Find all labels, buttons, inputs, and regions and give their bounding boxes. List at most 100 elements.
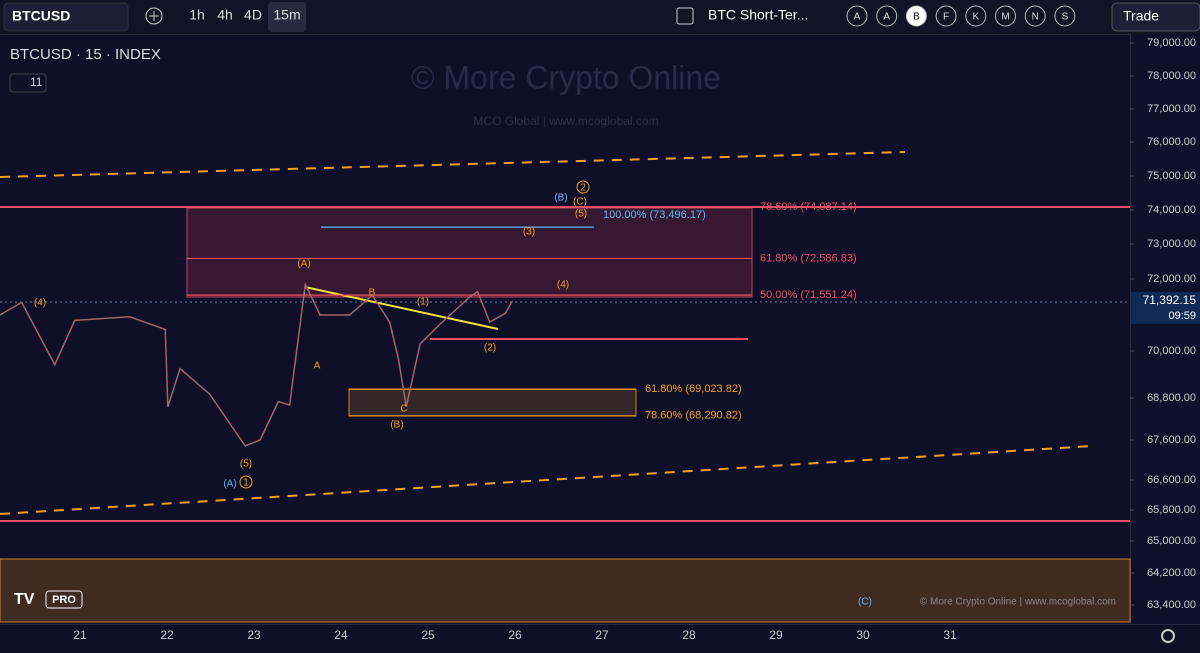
- fib-label: 78.60% (74,087.14): [760, 201, 857, 213]
- alert-badge[interactable]: [995, 5, 1016, 27]
- alert-badge[interactable]: [846, 5, 868, 27]
- symbol[interactable]: BTCUSD: [12, 8, 70, 24]
- trade-label[interactable]: Trade: [1123, 8, 1159, 24]
- price-label: 64,200.00: [1147, 567, 1196, 579]
- zone: [0, 558, 1131, 623]
- alert-badge[interactable]: [1054, 5, 1076, 27]
- current-price: 71,392.15: [1143, 293, 1197, 307]
- alert-label: A: [854, 12, 861, 23]
- support-box: [348, 388, 637, 417]
- fib-label: 50.00% (71,551.24): [760, 289, 857, 301]
- interval[interactable]: 15m: [273, 7, 300, 23]
- countdown: 09:59: [1168, 310, 1196, 322]
- toolbar: [0, 0, 1200, 34]
- triangle-line: [304, 286, 499, 330]
- layout-name[interactable]: BTC Short-Ter...: [708, 7, 808, 23]
- target-box: [186, 207, 753, 298]
- wave-label: (A): [223, 479, 236, 490]
- wave-label: (2): [484, 343, 496, 354]
- wave-label: C: [400, 404, 407, 415]
- price-label: 65,000.00: [1147, 535, 1196, 547]
- channel-line: [0, 151, 906, 178]
- logo-mark: TV: [14, 591, 35, 608]
- wave-label: (B): [554, 193, 567, 204]
- wave-label: 1: [243, 478, 249, 489]
- interval[interactable]: 4h: [217, 7, 233, 23]
- interval-active: [268, 2, 306, 32]
- fib-label: 100.00% (73,496.17): [603, 209, 706, 221]
- wave-label: B: [369, 288, 376, 299]
- interval[interactable]: 1h: [189, 7, 205, 23]
- wave-label: (B): [390, 420, 403, 431]
- layout-icon: [676, 7, 694, 25]
- trade-button[interactable]: [1111, 2, 1200, 32]
- price-label: 79,000.00: [1147, 37, 1196, 49]
- price-label: 74,000.00: [1147, 204, 1196, 216]
- logo: PRO: [52, 594, 76, 606]
- symbol-box[interactable]: [3, 2, 129, 32]
- wave-label: (5): [240, 459, 252, 470]
- price-label: 78,000.00: [1147, 70, 1196, 82]
- credit: © More Crypto Online | www.mcoglobal.com: [920, 597, 1116, 608]
- fib-label: 61.80% (69,023.82): [645, 383, 742, 395]
- legend-title: BTCUSD · 15 · INDEX: [10, 46, 161, 63]
- wave-label: (4): [557, 280, 569, 291]
- date-label: 28: [682, 628, 696, 642]
- add-icon: [149, 11, 159, 21]
- add-icon[interactable]: [145, 7, 163, 25]
- alert-badge[interactable]: [935, 5, 957, 27]
- alert-badge[interactable]: [1024, 5, 1046, 27]
- price-label: 70,000.00: [1147, 345, 1196, 357]
- date-label: 30: [856, 628, 870, 642]
- price-label: 77,000.00: [1147, 103, 1196, 115]
- price-label: 75,000.00: [1147, 170, 1196, 182]
- date-label: 29: [769, 628, 783, 642]
- wave-label: (4): [34, 298, 46, 309]
- wave-circle: [239, 475, 253, 489]
- legend-box[interactable]: [9, 73, 47, 93]
- alert-badge[interactable]: [965, 5, 987, 27]
- channel-line: [0, 445, 1093, 515]
- price-label: 68,800.00: [1147, 392, 1196, 404]
- interval[interactable]: 4D: [244, 7, 262, 23]
- wave-label: A: [314, 361, 321, 372]
- alert-label: B: [913, 12, 920, 23]
- logo-box: [45, 590, 83, 609]
- alert-label: A: [883, 12, 890, 23]
- date-label: 21: [73, 628, 87, 642]
- date-label: 22: [160, 628, 174, 642]
- alert-label: M: [1001, 12, 1009, 23]
- date-label: 31: [943, 628, 957, 642]
- price-axis: [1130, 34, 1200, 624]
- alert-badge[interactable]: [905, 5, 927, 27]
- wave-label: 2: [580, 183, 586, 194]
- wave-label: (5): [575, 209, 587, 220]
- price-label: 76,000.00: [1147, 136, 1196, 148]
- wave-label: (3): [523, 227, 535, 238]
- price-label: 72,000.00: [1147, 273, 1196, 285]
- fib-label: 61.80% (72,586.83): [760, 252, 857, 264]
- alert-label: S: [1062, 12, 1069, 23]
- watermark: © More Crypto Online: [411, 59, 721, 95]
- fib-label: 78.60% (68,290.82): [645, 410, 742, 422]
- price-label: 65,800.00: [1147, 504, 1196, 516]
- price-label: 73,000.00: [1147, 238, 1196, 250]
- current-price-tag: [1131, 291, 1200, 324]
- date-label: 23: [247, 628, 261, 642]
- settings-icon[interactable]: [1161, 629, 1175, 643]
- price-label: 63,400.00: [1147, 599, 1196, 611]
- date-label: 27: [595, 628, 609, 642]
- wave-label: (A): [297, 259, 310, 270]
- date-label: 24: [334, 628, 348, 642]
- legend-count: 11: [30, 75, 43, 89]
- alert-badge[interactable]: [876, 5, 898, 27]
- wave-label: (1): [417, 297, 429, 308]
- price-label: 67,600.00: [1147, 434, 1196, 446]
- price-path: [0, 281, 514, 447]
- wave-circle: [576, 180, 590, 194]
- date-label: 25: [421, 628, 435, 642]
- alert-label: F: [943, 12, 949, 23]
